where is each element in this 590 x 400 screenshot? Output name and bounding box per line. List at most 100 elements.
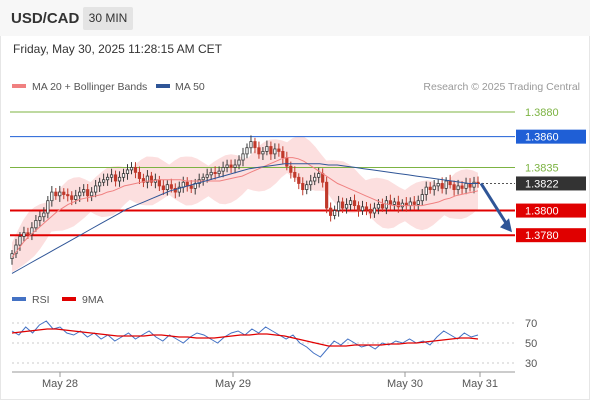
candle-bullish xyxy=(197,179,201,184)
candle-bullish xyxy=(102,179,106,183)
candle-bullish xyxy=(420,194,424,202)
candle-bearish xyxy=(137,171,142,179)
level-badge-1.3860 xyxy=(516,129,586,144)
legend-ma50-swatch xyxy=(156,84,170,88)
candle-bullish xyxy=(181,181,185,188)
level-label-1.3800: 1.3800 xyxy=(525,206,559,218)
candle-bullish xyxy=(46,200,50,214)
candle-bullish xyxy=(117,176,122,182)
candle-bullish xyxy=(372,207,377,214)
candle-bullish xyxy=(22,232,26,237)
candle-bearish xyxy=(277,148,281,152)
candle-bullish xyxy=(82,189,86,193)
candle-bullish xyxy=(464,183,468,189)
candle-bullish xyxy=(444,180,448,189)
level-badge-1.3780 xyxy=(516,228,586,243)
candle-bullish xyxy=(125,169,130,175)
candle-bullish xyxy=(90,191,94,197)
candle-bearish xyxy=(364,206,369,210)
candle-bullish xyxy=(38,216,42,221)
candle-bullish xyxy=(245,147,249,155)
legend-rsi-swatch xyxy=(12,297,26,301)
candle-bullish xyxy=(18,236,22,246)
candle-bearish xyxy=(269,146,273,155)
rsi-tick-30: 30 xyxy=(525,358,537,370)
watermark: Research © 2025 Trading Central xyxy=(423,81,580,93)
candle-bullish xyxy=(94,185,98,193)
level-label-1.3835: 1.3835 xyxy=(525,162,559,174)
forecast-arrow xyxy=(479,182,512,233)
bollinger-band xyxy=(12,136,478,273)
candle-bullish xyxy=(436,183,440,187)
x-axis: May 28 May 29 May 30 May 31 xyxy=(12,371,515,390)
candle-bullish xyxy=(129,167,134,171)
candle-bearish xyxy=(289,165,293,173)
level-label-1.3822: 1.3822 xyxy=(525,178,559,190)
legend-rsi9ma-label: 9MA xyxy=(82,294,104,306)
candle-bearish xyxy=(253,141,257,149)
candle-bullish xyxy=(265,146,269,152)
candle-bullish xyxy=(225,164,229,168)
forecast-arrow-shaft xyxy=(479,182,510,227)
forecast-arrow-head xyxy=(500,218,512,233)
x-tick-label: May 29 xyxy=(215,378,251,390)
candle-bullish xyxy=(14,244,18,255)
candle-bullish xyxy=(42,212,46,218)
candle-bullish xyxy=(261,151,265,155)
level-label-1.3880: 1.3880 xyxy=(525,107,559,119)
candle-bearish xyxy=(213,171,217,175)
candle-bullish xyxy=(249,141,253,149)
candle-bullish xyxy=(273,148,277,155)
legend-rsi-label: RSI xyxy=(32,294,50,306)
candle-bearish xyxy=(133,167,138,173)
rsi-pane: 70 50 30 xyxy=(11,318,537,370)
candle-bearish xyxy=(157,179,161,187)
candle-bearish xyxy=(388,200,392,205)
candle-bearish xyxy=(293,171,297,178)
chart-datetime: Friday, May 30, 2025 11:28:15 AM CET xyxy=(13,42,222,56)
timeframe-badge[interactable]: 30 MIN xyxy=(83,7,133,30)
candle-bullish xyxy=(333,210,337,216)
level-badge-1.3822 xyxy=(516,176,586,191)
header-bar: USD/CAD 30 MIN xyxy=(0,0,590,36)
legend-ma20-swatch xyxy=(12,84,26,88)
candle-bullish xyxy=(78,191,82,197)
candle-bullish xyxy=(221,167,225,172)
bollinger-band-area xyxy=(12,136,478,273)
legend-rsi9ma-swatch xyxy=(62,297,76,301)
ma20-line xyxy=(11,157,479,258)
candle-bearish xyxy=(412,201,416,205)
candle-bullish xyxy=(217,170,221,175)
candle-bearish xyxy=(428,186,432,191)
candle-bearish xyxy=(460,185,464,189)
candle-bearish xyxy=(257,147,261,155)
candle-bullish xyxy=(145,175,150,183)
candle-bearish xyxy=(321,173,325,183)
candle-bearish xyxy=(297,176,301,184)
candle-bearish xyxy=(161,185,165,191)
rsi-line xyxy=(11,320,479,358)
candle-bullish xyxy=(241,153,245,161)
candle-bullish xyxy=(309,180,313,186)
rsi-tick-70: 70 xyxy=(525,318,537,330)
candle-bearish xyxy=(325,181,329,209)
candle-bearish xyxy=(169,184,173,189)
candle-bullish xyxy=(98,181,102,187)
candle-bearish xyxy=(352,200,357,207)
candle-bullish xyxy=(416,200,420,205)
x-tick-label: May 31 xyxy=(462,378,498,390)
candle-bullish xyxy=(392,201,396,205)
candle-bullish xyxy=(58,191,62,197)
candle-bearish xyxy=(113,174,118,182)
candle-bullish xyxy=(424,186,428,195)
candle-bearish xyxy=(448,180,452,186)
candle-bullish xyxy=(472,181,476,188)
candle-bearish xyxy=(468,183,472,188)
rsi-tick-50: 50 xyxy=(525,338,537,350)
candle-bearish xyxy=(285,157,289,167)
rsi-9ma-line xyxy=(11,328,479,347)
moving-averages xyxy=(11,157,479,274)
candle-bullish xyxy=(177,186,181,193)
candle-bullish xyxy=(121,173,126,178)
